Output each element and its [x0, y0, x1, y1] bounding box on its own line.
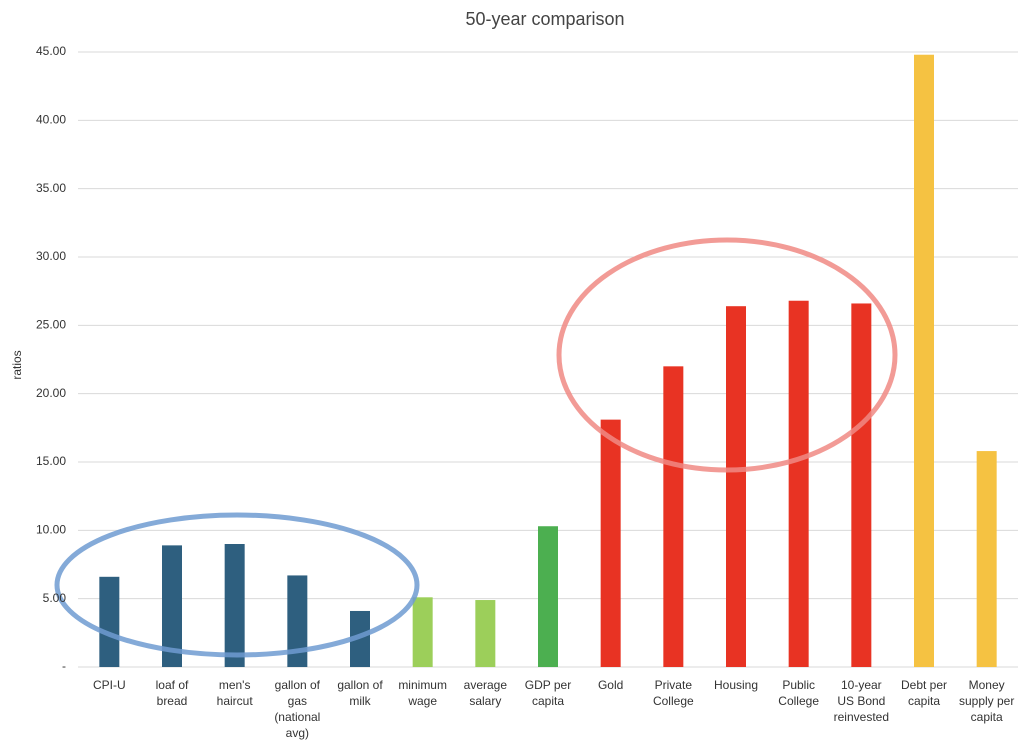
x-tick-label: Housing — [713, 678, 759, 692]
x-tick-label: gallon of milk — [337, 678, 383, 708]
bar — [538, 526, 558, 667]
bar — [914, 54, 934, 667]
x-tick-label: gallon of gas (national avg) — [274, 678, 321, 740]
bar — [663, 366, 684, 667]
bar — [162, 545, 182, 667]
x-tick-label: Gold — [597, 678, 624, 692]
highlight-ellipse — [556, 237, 898, 473]
y-tick-label: - — [62, 659, 66, 673]
y-axis-label: ratios — [10, 350, 24, 379]
x-tick-label: Debt per capita — [900, 678, 948, 708]
x-tick-label: Public College — [778, 678, 819, 708]
y-tick-label: 45.00 — [36, 44, 66, 58]
y-tick-label: 35.00 — [36, 181, 66, 195]
bar — [851, 303, 872, 667]
y-tick-label: 25.00 — [36, 318, 66, 332]
x-tick-label: minimum wage — [398, 678, 447, 708]
y-tick-label: 20.00 — [36, 386, 66, 400]
highlight-ellipse — [54, 512, 420, 658]
x-tick-label: Money supply per capita — [958, 678, 1015, 724]
x-tick-label: loaf of bread — [155, 678, 189, 708]
bar — [788, 300, 809, 667]
bar — [726, 306, 746, 667]
bar — [976, 451, 997, 667]
bar — [475, 600, 496, 667]
x-tick-label: CPI-U — [92, 678, 126, 692]
x-tick-label: GDP per capita — [524, 678, 572, 708]
x-tick-label: Private College — [652, 678, 694, 708]
x-tick-label: men's haircut — [216, 678, 253, 708]
bar — [224, 544, 245, 667]
bar — [350, 610, 370, 667]
bar — [412, 597, 433, 667]
bars — [99, 54, 997, 667]
y-tick-label: 30.00 — [36, 249, 66, 263]
x-tick-label: 10-year US Bond reinvested — [833, 678, 890, 724]
y-tick-label: 5.00 — [43, 591, 67, 605]
y-tick-label: 15.00 — [36, 454, 66, 468]
bar — [99, 576, 120, 667]
y-tick-label: 10.00 — [36, 523, 66, 537]
bar — [287, 575, 308, 667]
bar — [600, 419, 621, 667]
chart-title: 50-year comparison — [465, 9, 624, 29]
y-tick-label: 40.00 — [36, 113, 66, 127]
x-tick-label: average salary — [463, 678, 508, 708]
